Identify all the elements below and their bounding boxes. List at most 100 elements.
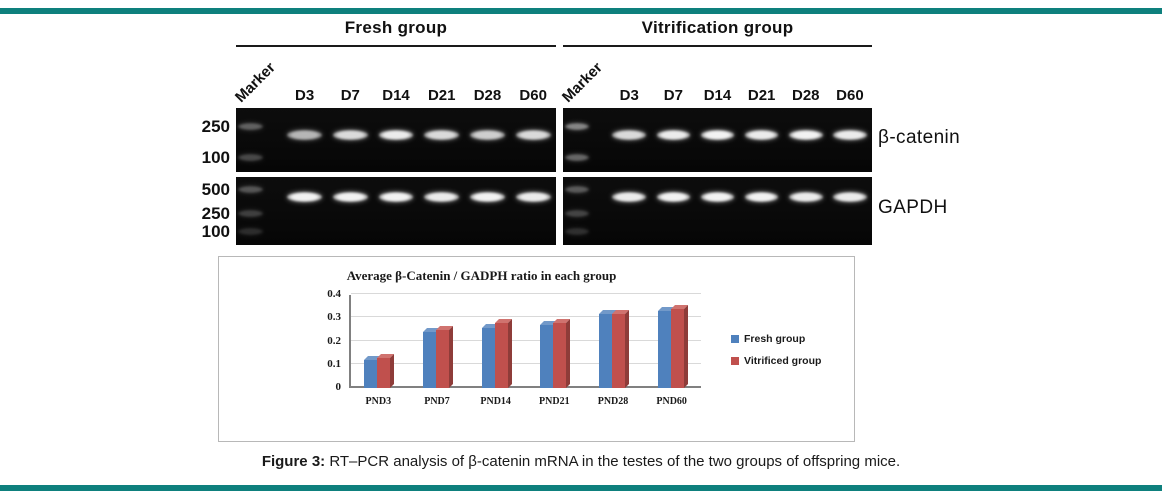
gel-lane xyxy=(510,108,556,172)
fresh-group-column: Fresh group Marker D3 D7 D14 D21 D28 D60 xyxy=(232,18,556,245)
marker-band xyxy=(238,228,264,236)
gel-band xyxy=(612,192,646,203)
gel-lane xyxy=(784,108,828,172)
gel-panel-beta-catenin-vitrification xyxy=(563,108,872,172)
marker-band xyxy=(565,209,590,217)
gel-lane xyxy=(327,108,373,172)
bar-vitrificed-group-pnd60 xyxy=(670,304,688,388)
x-tick-label: PND21 xyxy=(539,396,570,407)
lane-label: D3 xyxy=(619,87,639,104)
gel-band xyxy=(789,129,823,140)
gel-band xyxy=(378,129,414,140)
gel-lane xyxy=(828,177,872,245)
x-tick-label: PND60 xyxy=(656,396,687,407)
legend-label-fresh: Fresh group xyxy=(744,333,806,345)
gel-lane xyxy=(236,177,282,245)
top-border-bar xyxy=(0,8,1162,14)
gel-lane xyxy=(563,108,607,172)
bar-side-face xyxy=(449,325,453,388)
caption-text: RT–PCR analysis of β-catenin mRNA in the… xyxy=(325,453,901,470)
gel-band xyxy=(700,192,735,203)
ladder-size-label: 250 xyxy=(201,203,230,223)
lane-label: D28 xyxy=(792,87,820,104)
plot-area xyxy=(349,293,701,388)
gel-lane xyxy=(651,108,695,172)
marker-band xyxy=(565,153,590,161)
gel-lane xyxy=(282,108,328,172)
marker-band xyxy=(238,209,264,217)
gel-panel-beta-catenin-fresh xyxy=(236,108,556,172)
gel-band xyxy=(744,192,779,203)
legend-swatch-vitrified xyxy=(731,357,739,365)
gridline xyxy=(351,362,701,364)
gridline xyxy=(351,316,701,318)
gel-lane xyxy=(373,108,419,172)
legend-label-vitrified: Vitrificed group xyxy=(744,355,822,367)
lane-label: D3 xyxy=(294,87,315,104)
y-tick-label: 0.4 xyxy=(327,288,341,300)
lane-label-marker: Marker xyxy=(232,47,282,106)
y-tick-label: 0.1 xyxy=(327,357,341,370)
bar-fresh-group-pnd14 xyxy=(481,323,499,388)
marker-band xyxy=(238,123,264,131)
gel-lane xyxy=(784,177,828,245)
marker-band xyxy=(565,228,590,236)
lane-labels-vitrification: Marker D3 D7 D14 D21 D28 D60 xyxy=(559,47,872,106)
lane-label: D28 xyxy=(473,87,502,104)
gel-lane xyxy=(740,177,784,245)
gridline xyxy=(351,339,701,341)
group-underline-vitrification xyxy=(563,45,872,47)
gel-lane xyxy=(563,177,607,245)
gel-lane xyxy=(327,177,373,245)
gel-lane xyxy=(607,177,651,245)
gel-band xyxy=(612,129,646,140)
caption-label: Figure 3: xyxy=(261,453,326,470)
gel-lane xyxy=(373,177,419,245)
gel-band xyxy=(287,129,322,140)
bar-side-face xyxy=(683,304,688,388)
gel-band xyxy=(378,192,414,203)
ladder-size-label: 100 xyxy=(201,147,230,167)
figure-caption: Figure 3: RT–PCR analysis of β-catenin m… xyxy=(0,453,1162,470)
x-tick-label: PND14 xyxy=(480,396,511,407)
bar-vitrificed-group-pnd3 xyxy=(377,353,395,388)
gel-band xyxy=(833,129,867,140)
gel-lane xyxy=(607,108,651,172)
gel-band xyxy=(424,192,460,203)
lane-label: D7 xyxy=(663,87,683,104)
ladder-size-label: 250 xyxy=(201,117,230,137)
y-tick-label: 0.2 xyxy=(327,334,341,347)
gel-band xyxy=(332,129,368,140)
marker-band xyxy=(565,185,590,193)
gel-panel-gapdh-fresh xyxy=(236,177,556,245)
gel-lane xyxy=(651,177,695,245)
gel-lane xyxy=(510,177,556,245)
lane-label: D14 xyxy=(382,87,410,104)
gel-lane xyxy=(740,108,784,172)
marker-label-text: Marker xyxy=(558,59,606,106)
lane-label-marker: Marker xyxy=(559,47,607,106)
group-underline-fresh xyxy=(236,45,556,47)
gridline xyxy=(351,293,701,294)
marker-band xyxy=(238,153,264,161)
ladder-size-label: 500 xyxy=(201,179,230,199)
legend-item-vitrified: Vitrificed group xyxy=(731,355,821,367)
x-tick-label: PND28 xyxy=(597,396,629,407)
x-tick-label: PND3 xyxy=(365,396,392,407)
gel-band xyxy=(656,129,691,140)
ladder-size-label: 100 xyxy=(201,222,230,242)
x-tick-label: PND7 xyxy=(424,396,450,407)
group-title-vitrification: Vitrification group xyxy=(641,18,794,37)
gel-panel-gapdh-vitrification xyxy=(563,177,872,245)
gel-lane xyxy=(419,177,465,245)
bar-fresh-group-pnd21 xyxy=(540,321,558,388)
gel-band xyxy=(470,129,505,140)
chart-legend: Fresh group Vitrificed group xyxy=(731,333,821,367)
gel-band xyxy=(744,129,779,140)
lane-labels-fresh: Marker D3 D7 D14 D21 D28 D60 xyxy=(232,47,556,106)
bar-vitrificed-group-pnd14 xyxy=(494,318,512,388)
lane-label: D21 xyxy=(747,87,776,104)
gel-lane xyxy=(282,177,328,245)
bar-fresh-group-pnd60 xyxy=(657,307,675,388)
